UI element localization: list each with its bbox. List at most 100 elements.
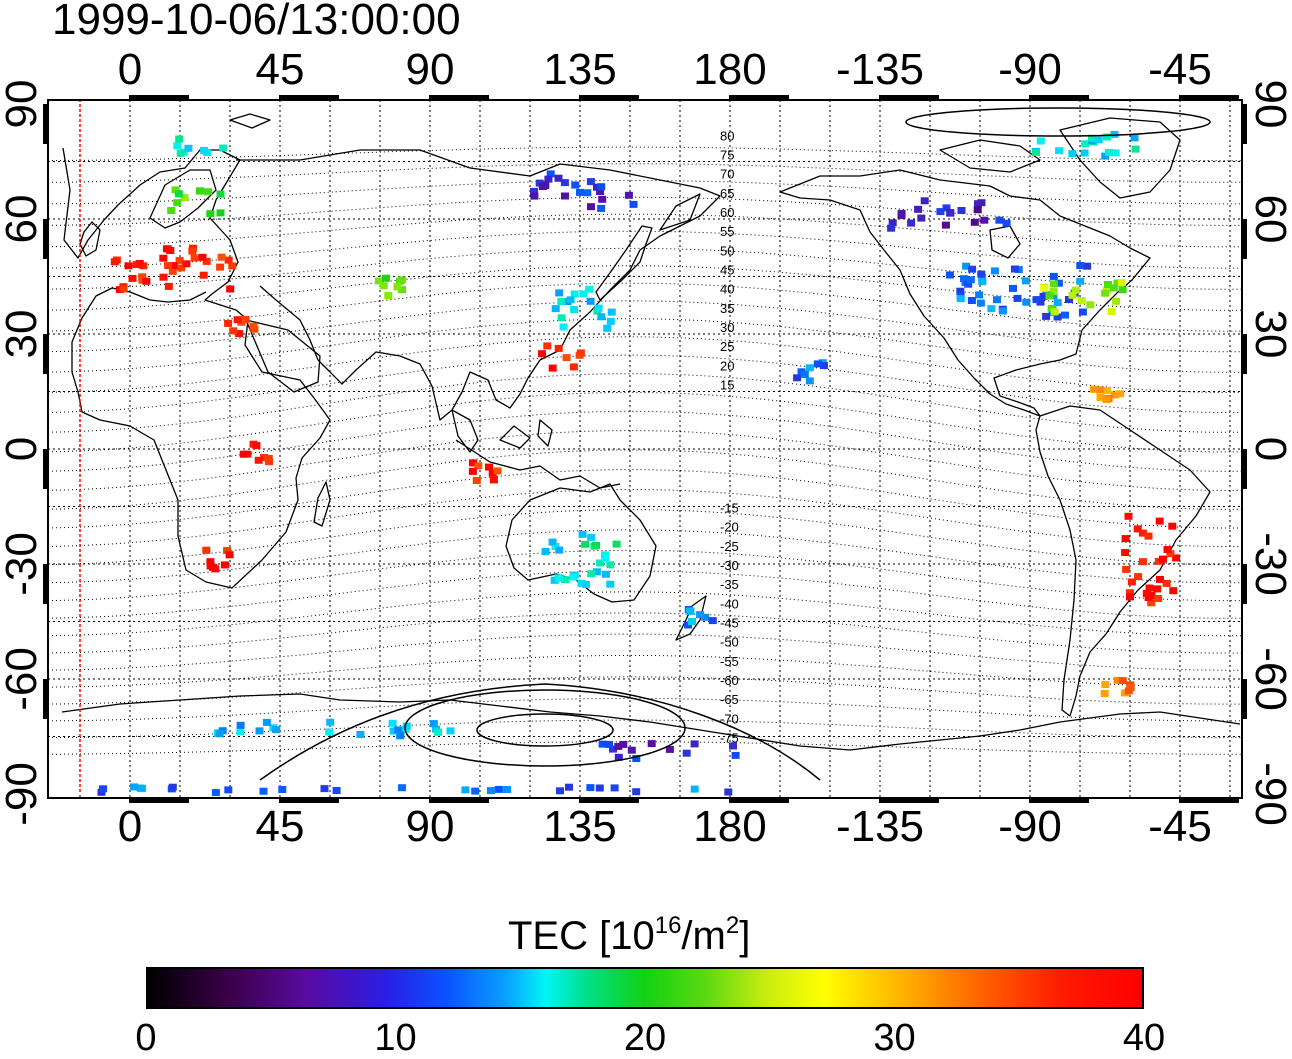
tec-cell — [485, 463, 493, 471]
tec-cell — [1078, 308, 1087, 316]
tec-cell — [204, 188, 213, 196]
tec-cell — [609, 745, 617, 753]
tec-cell — [169, 262, 178, 270]
tec-cell — [325, 728, 334, 736]
tec-cell — [964, 280, 973, 288]
coast-arabia — [245, 319, 321, 393]
tec-cell — [393, 283, 402, 291]
tec-cell — [389, 727, 398, 735]
tec-cell — [973, 206, 982, 214]
tec-cell — [592, 541, 600, 549]
tec-cell — [260, 453, 269, 461]
tec-cell — [1036, 137, 1045, 145]
tec-cell — [610, 784, 619, 792]
frame-tick-top — [729, 95, 789, 101]
tec-cell — [565, 783, 573, 791]
tick-right-label: 90 — [1246, 79, 1292, 129]
tec-cell — [538, 350, 546, 358]
tec-cell — [375, 277, 383, 285]
tec-cell — [1076, 277, 1085, 285]
tec-cell — [551, 543, 560, 550]
tec-cell — [978, 278, 987, 286]
tec-cell — [168, 267, 177, 275]
tick-left-label: 90 — [0, 79, 46, 129]
tec-cell — [1045, 292, 1054, 300]
tec-cell — [1113, 279, 1122, 287]
tec-cell — [249, 322, 258, 330]
tec-cell — [471, 787, 480, 795]
tec-cell — [729, 742, 737, 750]
tec-cell — [142, 277, 151, 285]
tec-cell — [1127, 578, 1136, 586]
tec-cell — [1080, 149, 1089, 157]
tec-cell — [1053, 299, 1062, 307]
tec-cell — [182, 260, 191, 268]
tec-cell — [966, 276, 975, 284]
magnetic-contour-line — [48, 429, 1242, 492]
tick-left-label: -60 — [0, 647, 46, 711]
contour-label: 65 — [720, 186, 734, 201]
tec-cell — [1111, 149, 1120, 157]
tec-cell — [398, 286, 407, 294]
tec-cell — [1131, 145, 1140, 153]
tec-cell — [493, 467, 502, 475]
frame-tick-bottom — [1179, 797, 1239, 803]
contour-label: 50 — [720, 243, 734, 258]
frame-tick-left — [43, 679, 49, 719]
tec-cell — [598, 740, 607, 748]
tec-cell — [196, 187, 204, 195]
magnetic-contour-line — [48, 318, 1242, 373]
contour-label: -40 — [720, 596, 739, 611]
tec-cell — [1155, 517, 1164, 525]
tec-cell — [1142, 589, 1151, 597]
tec-cell — [225, 551, 234, 559]
tec-cell — [587, 570, 596, 578]
tec-cell — [1166, 550, 1175, 558]
tec-cell — [586, 784, 595, 792]
tec-cell — [1124, 512, 1133, 520]
tec-cell — [1159, 555, 1167, 563]
tec-cell — [99, 785, 108, 793]
tec-cell — [596, 559, 605, 567]
tec-cell — [1081, 140, 1090, 148]
tec-cell — [1083, 262, 1092, 270]
magnetic-contour-line — [48, 719, 1242, 739]
tec-cell — [1145, 584, 1154, 592]
tec-cell — [1125, 589, 1134, 597]
magnetic-contour-line — [48, 676, 1242, 705]
tick-bottom-label: 45 — [255, 802, 305, 851]
tec-cell — [1009, 284, 1017, 292]
tec-cell — [1042, 312, 1051, 320]
coast-japan — [595, 225, 653, 301]
tec-cell — [962, 262, 971, 270]
contour-label: 35 — [720, 301, 734, 316]
tec-cell — [379, 282, 388, 290]
tec-cell — [556, 787, 564, 795]
tec-cell — [897, 211, 906, 219]
tec-cell — [813, 360, 822, 368]
tec-cell — [135, 259, 144, 267]
tec-cell — [998, 307, 1007, 315]
tec-cell — [1122, 565, 1131, 573]
magnetic-contour-line — [48, 570, 1242, 619]
tec-cell — [1117, 279, 1126, 286]
tec-cell — [920, 197, 929, 205]
tec-cell — [975, 291, 984, 299]
tec-cell — [110, 258, 119, 266]
tec-cell — [627, 746, 636, 754]
tec-cell — [446, 727, 455, 735]
magnetic-contour-line — [48, 489, 1242, 547]
tec-cell — [175, 135, 184, 143]
tec-cell — [1090, 385, 1099, 393]
tick-left-label: 30 — [0, 309, 46, 359]
frame-tick-right — [1241, 679, 1247, 719]
tec-cell — [1068, 291, 1077, 299]
tec-cell — [175, 256, 184, 264]
tec-cell — [555, 289, 564, 297]
tec-cell — [128, 274, 137, 282]
tec-cell — [690, 785, 699, 793]
tec-cell — [1118, 677, 1127, 685]
tec-cell — [1101, 289, 1110, 297]
magnetic-contour-line — [48, 529, 1242, 584]
tick-top-label: 0 — [117, 45, 143, 94]
